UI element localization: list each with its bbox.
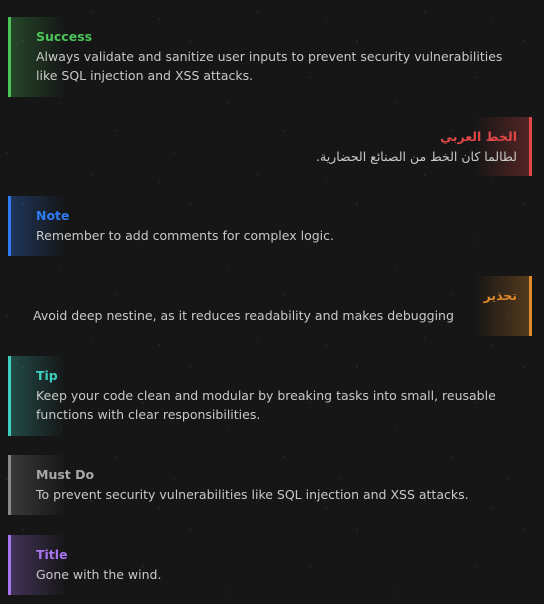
- callout-title: Title: [36, 547, 68, 562]
- callout-body: Avoid deep nestine, as it reduces readab…: [33, 308, 454, 323]
- callout-body: Keep your code clean and modular by brea…: [36, 388, 496, 422]
- callout-success: Success Always validate and sanitize use…: [8, 17, 532, 97]
- callout-body: Gone with the wind.: [36, 567, 162, 582]
- callout-warning: تحذير Avoid deep nestine, as it reduces …: [8, 276, 532, 336]
- callout-body: Always validate and sanitize user inputs…: [36, 49, 503, 83]
- callout-body: To prevent security vulnerabilities like…: [36, 487, 469, 502]
- callout-body: لطالما كان الخط من الصنائع الحضارية.: [316, 149, 517, 164]
- callout-tip: Tip Keep your code clean and modular by …: [8, 356, 532, 436]
- callout-title: Must Do: [36, 467, 95, 482]
- callout-title: الخط العربي: [440, 129, 517, 144]
- callout-arabic: الخط العربي لطالما كان الخط من الصنائع ا…: [8, 117, 532, 176]
- callout-title: Success: [36, 29, 93, 44]
- callout-must-do: Must Do To prevent security vulnerabilit…: [8, 455, 532, 515]
- callout-title: Note: [36, 208, 70, 223]
- callout-title-box: Title Gone with the wind.: [8, 535, 532, 595]
- callout-title: تحذير: [483, 288, 517, 303]
- callout-body: Remember to add comments for complex log…: [36, 228, 334, 243]
- callout-note: Note Remember to add comments for comple…: [8, 196, 532, 256]
- callout-title: Tip: [36, 368, 58, 383]
